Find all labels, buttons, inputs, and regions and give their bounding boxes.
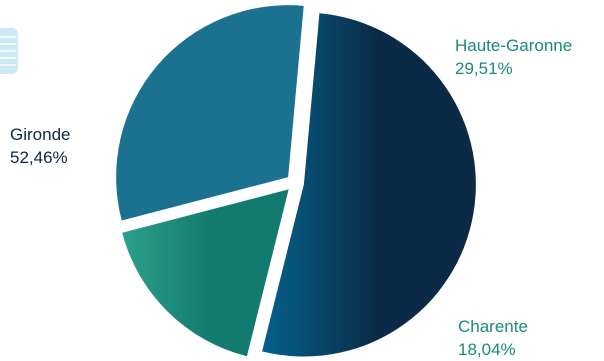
- slice-value: 52,46%: [10, 148, 68, 167]
- slice-label-gironde: Gironde 52,46%: [10, 125, 70, 167]
- slice-value: 18,04%: [458, 340, 516, 359]
- slice-name: Gironde: [10, 125, 70, 144]
- pie-slice-haute-garonne: [122, 189, 289, 357]
- pie-slice-gironde: [262, 13, 476, 357]
- pie-slice-charente: [116, 5, 304, 221]
- slice-name: Haute-Garonne: [455, 36, 572, 55]
- slice-label-charente: Charente 18,04%: [458, 317, 528, 359]
- list-icon: [0, 28, 18, 74]
- slice-label-haute-garonne: Haute-Garonne 29,51%: [455, 36, 572, 78]
- slice-name: Charente: [458, 317, 528, 336]
- slice-value: 29,51%: [455, 59, 513, 78]
